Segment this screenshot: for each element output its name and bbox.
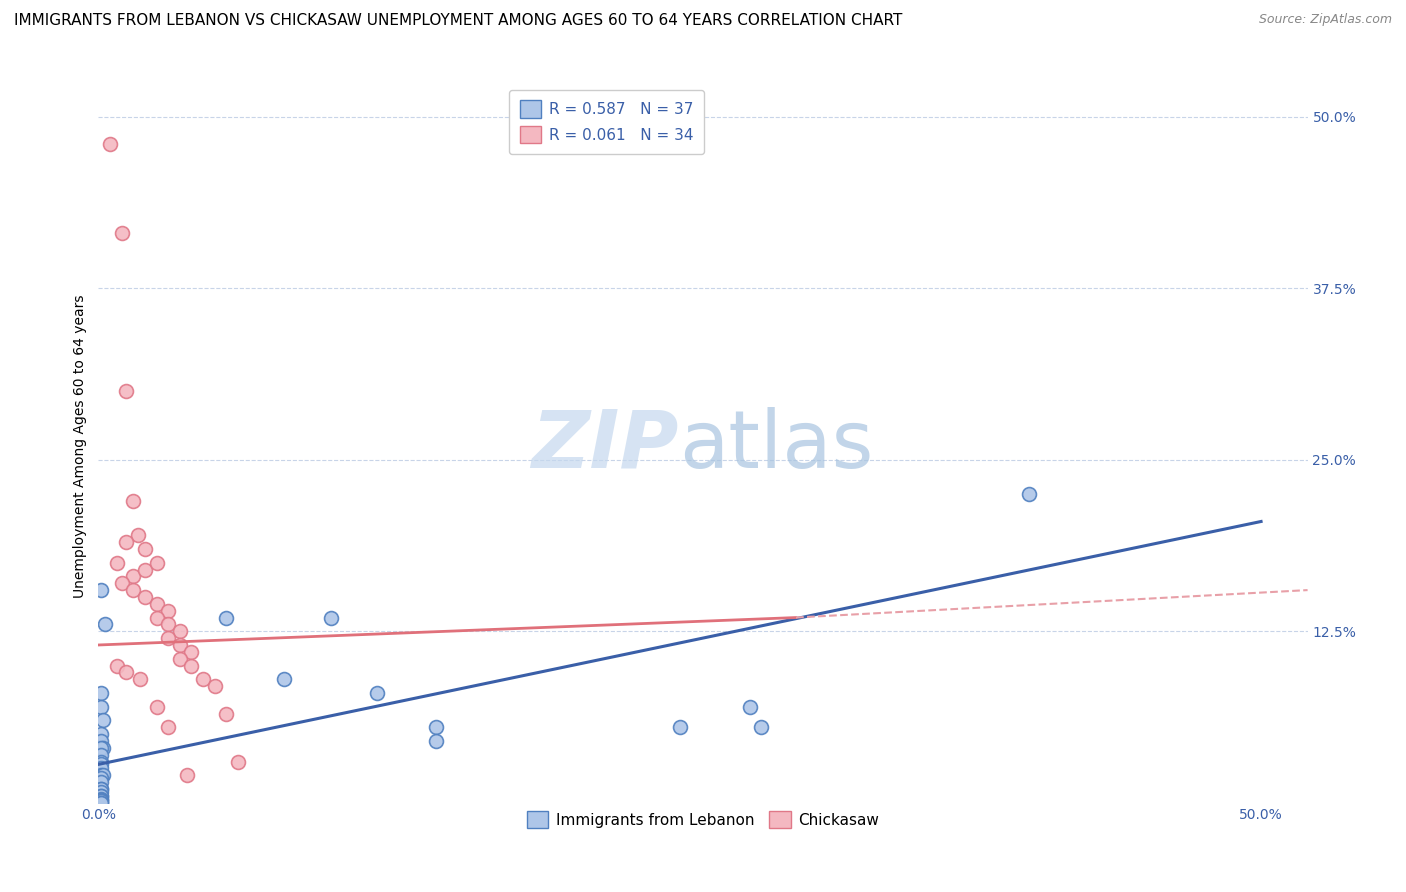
Point [90, 782, 112, 797]
Point [157, 720, 180, 734]
Point [115, 535, 138, 549]
Text: ZIP: ZIP [531, 407, 679, 485]
Point [226, 755, 249, 769]
Point [749, 720, 772, 734]
Point [90, 771, 112, 785]
Point [90, 791, 112, 805]
Point [90, 686, 112, 700]
Point [215, 610, 238, 624]
Point [90, 796, 112, 810]
Point [122, 583, 145, 598]
Point [668, 720, 690, 734]
Point [127, 528, 149, 542]
Point [90, 782, 112, 797]
Point [90, 727, 112, 741]
Point [90, 796, 112, 810]
Text: atlas: atlas [679, 407, 873, 485]
Point [111, 227, 134, 241]
Point [169, 624, 191, 639]
Point [90, 785, 112, 799]
Point [145, 610, 167, 624]
Point [90, 793, 112, 807]
Point [425, 734, 447, 748]
Point [169, 638, 191, 652]
Point [90, 789, 112, 803]
Point [105, 658, 128, 673]
Point [91, 740, 114, 755]
Point [273, 673, 295, 687]
Point [134, 590, 156, 604]
Point [157, 617, 180, 632]
Text: Source: ZipAtlas.com: Source: ZipAtlas.com [1258, 13, 1392, 27]
Point [134, 541, 156, 556]
Point [98, 137, 121, 152]
Point [169, 651, 191, 665]
Point [90, 583, 112, 598]
Point [134, 562, 156, 576]
Point [157, 631, 180, 645]
Point [111, 576, 134, 591]
Point [145, 597, 167, 611]
Point [1018, 487, 1040, 501]
Point [215, 706, 238, 721]
Point [94, 617, 117, 632]
Point [204, 679, 226, 693]
Text: IMMIGRANTS FROM LEBANON VS CHICKASAW UNEMPLOYMENT AMONG AGES 60 TO 64 YEARS CORR: IMMIGRANTS FROM LEBANON VS CHICKASAW UNE… [14, 13, 903, 29]
Point [90, 789, 112, 803]
Point [90, 755, 112, 769]
Point [91, 768, 114, 782]
Point [180, 658, 202, 673]
Point [90, 757, 112, 772]
Point [90, 762, 112, 776]
Point [115, 665, 138, 680]
Point [91, 714, 114, 728]
Point [90, 747, 112, 762]
Point [180, 645, 202, 659]
Point [319, 610, 342, 624]
Legend: Immigrants from Lebanon, Chickasaw: Immigrants from Lebanon, Chickasaw [520, 805, 886, 834]
Point [176, 768, 198, 782]
Point [738, 699, 761, 714]
Point [90, 734, 112, 748]
Point [90, 699, 112, 714]
Point [90, 794, 112, 808]
Point [122, 569, 145, 583]
Point [145, 556, 167, 570]
Point [129, 673, 152, 687]
Point [157, 604, 180, 618]
Point [90, 768, 112, 782]
Point [122, 494, 145, 508]
Point [425, 720, 447, 734]
Point [366, 686, 388, 700]
Point [105, 556, 128, 570]
Point [145, 699, 167, 714]
Point [90, 740, 112, 755]
Point [115, 384, 138, 398]
Point [90, 775, 112, 789]
Point [191, 673, 214, 687]
Y-axis label: Unemployment Among Ages 60 to 64 years: Unemployment Among Ages 60 to 64 years [73, 294, 87, 598]
